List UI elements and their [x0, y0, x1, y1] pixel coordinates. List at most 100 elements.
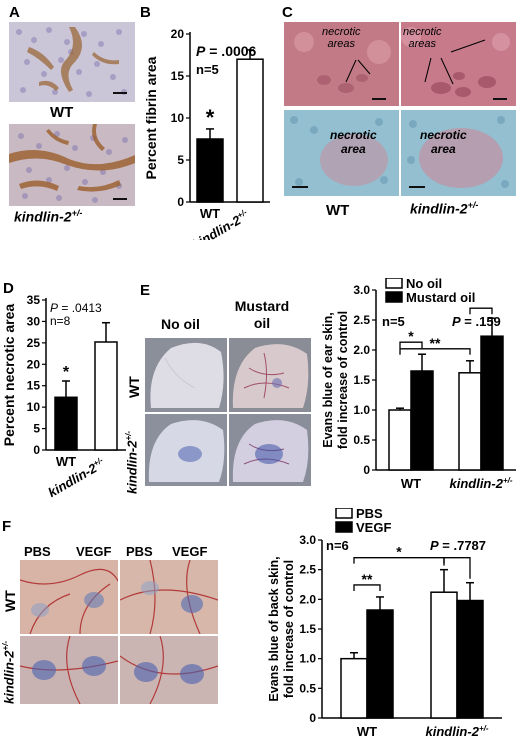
- x-tick-label: kindlin-2+/-: [189, 207, 251, 240]
- legend-label: No oil: [406, 278, 442, 291]
- bar-kindlin-2+/-: [94, 341, 118, 451]
- bar-kindlin-2+/-: [236, 58, 264, 203]
- panel-d-letter: D: [3, 280, 14, 297]
- y-tick-label: 0: [309, 711, 316, 725]
- legend-swatch: [335, 508, 353, 519]
- y-tick-label: 2.0: [353, 343, 370, 357]
- panel-f-back-wt-right: [120, 560, 218, 634]
- y-tick-label: 1.5: [353, 373, 370, 387]
- panel-c-wt-label: WT: [326, 202, 350, 219]
- sample-size: n=8: [50, 314, 71, 328]
- y-tick-label: 0: [363, 463, 370, 477]
- panel-e-col-label-no-oil: No oil: [161, 316, 200, 332]
- panel-f-back-wt-left: [20, 560, 118, 634]
- panel-a-letter: A: [9, 4, 20, 21]
- panel-f-row-label-wt: WT: [2, 590, 18, 612]
- y-tick-label: 0.5: [299, 681, 316, 695]
- panel-c-kindlin-stain-image: [401, 110, 516, 196]
- legend-swatch: [385, 278, 403, 289]
- y-tick-label: 3.0: [299, 533, 316, 547]
- panel-e-row-label-wt: WT: [126, 376, 142, 398]
- panel-f-letter: F: [2, 518, 12, 535]
- legend-label: Mustard oil: [406, 290, 475, 305]
- y-axis-label: Percent fibrin area: [143, 56, 159, 179]
- panel-e-row-label-kindlin: kindlin-2+/-: [124, 430, 140, 494]
- x-tick-label: kindlin-2+/-: [449, 476, 512, 491]
- legend-label: VEGF: [356, 520, 391, 535]
- panel-f-chart: 0 0.5 1.0 1.5 2.0 2.5 3.0 WT kindlin-2+/- Evans b…: [267, 508, 502, 739]
- panel-c-kindlin-annotation: necrotic areas: [403, 26, 442, 50]
- y-tick-label: 25: [27, 336, 41, 350]
- bracket-wt: [353, 584, 381, 591]
- y-tick-label: 10: [27, 400, 41, 414]
- panel-c-kindlin-stain-annotation: necrotic area: [420, 128, 467, 156]
- y-axis-label: Evans blue of back skin,fold increase of…: [267, 556, 296, 701]
- panel-c-kindlin-label: kindlin-2+/-: [410, 200, 479, 217]
- panel-f-col-label-4: VEGF: [172, 544, 208, 559]
- y-axis-label: Percent necrotic area: [1, 304, 17, 447]
- x-tick-label: WT: [200, 206, 220, 221]
- y-tick-label: 0: [33, 443, 40, 457]
- y-tick-label: 15: [171, 69, 185, 83]
- y-tick-label: 30: [27, 314, 41, 328]
- panel-e-letter: E: [140, 282, 151, 299]
- x-tick-label: WT: [56, 454, 76, 469]
- sample-size: n=6: [326, 538, 349, 553]
- bar-vegf: [366, 609, 394, 719]
- panel-c-wt-stain-image: [284, 110, 399, 196]
- panel-c-wt-he-image: [284, 22, 399, 106]
- bar-no-oil: [388, 409, 412, 471]
- panel-a-wt-label: WT: [50, 104, 74, 121]
- bracket-wt: [399, 341, 423, 349]
- bar-WT: [54, 396, 78, 451]
- y-tick-label: 15: [27, 379, 41, 393]
- panel-a-kindlin-micrograph: [9, 124, 135, 206]
- y-tick-label: 2.5: [353, 313, 370, 327]
- p-value: P = .159: [452, 314, 501, 329]
- p-value: P = .0413: [50, 301, 102, 315]
- panel-e-col-label-mustard: Mustard oil: [234, 298, 290, 331]
- y-tick-label: 20: [171, 27, 185, 41]
- y-tick-label: 35: [27, 293, 41, 307]
- panel-a-kindlin-label: kindlin-2+/-: [14, 208, 83, 225]
- panel-f-col-label-3: PBS: [126, 544, 153, 559]
- p-value: P = .7787: [430, 538, 486, 553]
- bar-no-oil: [458, 372, 482, 471]
- bracket-cross: [399, 348, 471, 355]
- y-tick-label: 5: [33, 422, 40, 436]
- panel-f-back-kindlin-left: [20, 636, 118, 704]
- significance-star: *: [206, 105, 215, 130]
- bracket-cross-label: *: [396, 544, 402, 560]
- y-axis-label: Evans blue of ear skin,fold increase of …: [321, 311, 350, 449]
- panel-f-col-label-1: PBS: [24, 544, 51, 559]
- bracket-wt-label: **: [362, 571, 373, 587]
- bracket-wt-label: *: [408, 328, 414, 344]
- panel-e-chart: 0 0.5 1.0 1.5 2.0 2.5 3.0 WT kindlin-2+/- Evans b…: [321, 278, 516, 491]
- y-tick-label: 0.5: [353, 433, 370, 447]
- sample-size: n=5: [382, 314, 405, 329]
- panel-c-wt-stain-annotation: necrotic area: [330, 128, 377, 156]
- bar-mustard-oil: [480, 335, 504, 471]
- panel-f-back-kindlin-right: [120, 636, 218, 704]
- y-tick-label: 2.5: [299, 563, 316, 577]
- panel-e-ear-wt-no-oil: [145, 338, 227, 412]
- y-tick-label: 20: [27, 357, 41, 371]
- y-tick-label: 2.0: [299, 592, 316, 606]
- panel-a-wt-micrograph: [9, 22, 135, 102]
- panel-b-letter: B: [140, 4, 151, 21]
- bracket-cross-label: **: [430, 335, 441, 351]
- bar-WT: [196, 138, 224, 203]
- panel-c-kindlin-he-image: [401, 22, 516, 106]
- x-tick-label: WT: [401, 476, 421, 491]
- panel-c-letter: C: [282, 4, 293, 21]
- legend-swatch: [385, 291, 403, 303]
- significance-star: *: [63, 364, 70, 381]
- y-tick-label: 10: [171, 111, 185, 125]
- x-tick-label: kindlin-2+/-: [45, 455, 107, 500]
- y-tick-label: 1.5: [299, 622, 316, 636]
- bar-pbs: [430, 591, 458, 719]
- sample-size: n=5: [196, 62, 219, 77]
- bar-pbs: [340, 657, 368, 719]
